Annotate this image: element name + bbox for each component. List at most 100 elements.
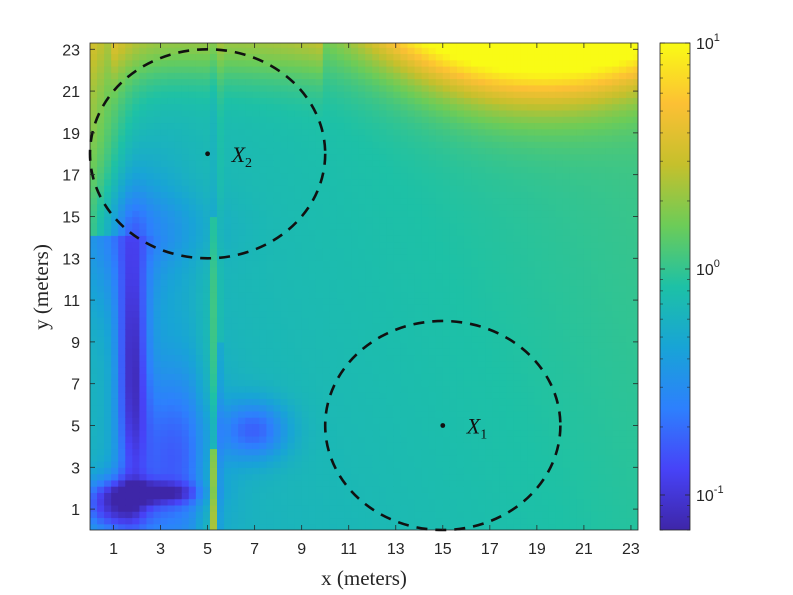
heatmap-cell <box>167 341 176 349</box>
heatmap-cell <box>266 59 275 67</box>
heatmap-cell <box>336 160 345 167</box>
heatmap-cell <box>202 360 211 368</box>
heatmap-cell <box>294 47 303 55</box>
heatmap-cell <box>393 97 402 105</box>
heatmap-cell <box>322 398 331 406</box>
heatmap-cell <box>266 141 275 149</box>
heatmap-cell <box>174 410 183 418</box>
heatmap-cell <box>245 116 253 124</box>
heatmap-cell <box>344 203 352 211</box>
heatmap-cell <box>322 435 331 443</box>
heatmap-cell <box>400 43 409 48</box>
heatmap-cell <box>513 59 522 67</box>
heatmap-cell <box>202 341 211 349</box>
heatmap-cell <box>329 116 338 124</box>
heatmap-cell <box>195 379 204 387</box>
heatmap-cell <box>449 103 458 111</box>
heatmap-cell <box>167 523 176 530</box>
heatmap-cell <box>322 335 331 343</box>
heatmap-cell <box>125 109 133 117</box>
heatmap-cell <box>435 423 444 431</box>
heatmap-cell <box>442 241 451 249</box>
heatmap-cell <box>407 91 416 98</box>
heatmap-cell <box>252 517 260 525</box>
heatmap-cell <box>252 160 260 167</box>
heatmap-cell <box>492 366 500 374</box>
heatmap-cell <box>231 185 239 192</box>
heatmap-cell <box>435 366 444 374</box>
heatmap-cell <box>513 360 522 368</box>
heatmap-cell <box>400 379 409 387</box>
heatmap-cell <box>386 329 394 337</box>
heatmap-cell <box>153 354 162 362</box>
heatmap-cell <box>456 103 465 111</box>
heatmap-cell <box>188 141 197 149</box>
heatmap-cell <box>90 498 98 506</box>
heatmap-cell <box>513 166 522 174</box>
heatmap-cell <box>209 379 218 387</box>
heatmap-cell <box>209 203 218 211</box>
heatmap-cell <box>315 191 324 199</box>
heatmap-cell <box>456 97 465 105</box>
heatmap-cell <box>421 329 430 337</box>
heatmap-cell <box>315 197 324 205</box>
heatmap-cell <box>146 341 155 349</box>
heatmap-cell <box>393 517 402 525</box>
heatmap-cell <box>181 310 190 318</box>
heatmap-cell <box>252 128 260 136</box>
heatmap-cell <box>456 229 465 236</box>
heatmap-cell <box>329 272 338 280</box>
heatmap-cell <box>393 486 402 493</box>
heatmap-cell <box>160 178 169 186</box>
heatmap-cell <box>407 467 416 475</box>
heatmap-cell <box>308 392 317 399</box>
heatmap-cell <box>308 272 317 280</box>
heatmap-cell <box>301 348 310 356</box>
heatmap-cell <box>456 197 465 205</box>
heatmap-cell <box>167 260 176 268</box>
heatmap-cell <box>266 43 275 48</box>
heatmap-cell <box>506 360 514 368</box>
heatmap-cell <box>456 341 465 349</box>
heatmap-cell <box>372 398 380 406</box>
heatmap-cell <box>188 291 197 299</box>
heatmap-cell <box>315 467 324 475</box>
heatmap-cell <box>266 329 275 337</box>
heatmap-cell <box>188 398 197 406</box>
heatmap-cell <box>266 147 275 155</box>
heatmap-cell <box>259 398 267 406</box>
heatmap-cell <box>259 348 267 356</box>
heatmap-cell <box>322 229 331 236</box>
heatmap-cell <box>217 504 225 512</box>
heatmap-cell <box>125 385 133 393</box>
heatmap-cell <box>322 122 331 130</box>
heatmap-cell <box>421 254 430 261</box>
heatmap-cell <box>414 185 423 192</box>
heatmap-cell <box>513 247 522 255</box>
heatmap-cell <box>174 392 183 399</box>
heatmap-cell <box>379 348 387 356</box>
heatmap-cell <box>301 423 310 431</box>
heatmap-cell <box>463 523 472 530</box>
heatmap-cell <box>344 285 352 293</box>
heatmap-cell <box>111 435 119 443</box>
heatmap-cell <box>315 53 324 61</box>
heatmap-cell <box>259 172 267 180</box>
heatmap-cell <box>238 341 246 349</box>
heatmap-cell <box>449 298 458 305</box>
heatmap-cell <box>358 247 366 255</box>
heatmap-cell <box>104 523 112 530</box>
heatmap-cell <box>449 134 458 142</box>
heatmap-cell <box>308 266 317 274</box>
heatmap-cell <box>379 429 387 437</box>
heatmap-cell <box>132 298 140 305</box>
heatmap-cell <box>181 109 190 117</box>
heatmap-cell <box>471 385 479 393</box>
heatmap-cell <box>139 203 148 211</box>
heatmap-cell <box>499 310 507 318</box>
heatmap-cell <box>97 523 105 530</box>
heatmap-cell <box>153 203 162 211</box>
heatmap-cell <box>118 398 126 406</box>
heatmap-cell <box>301 479 310 487</box>
heatmap-cell <box>478 323 486 330</box>
